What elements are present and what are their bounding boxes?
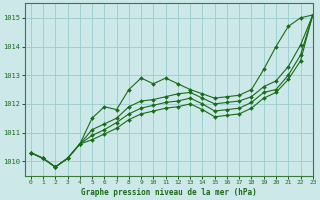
X-axis label: Graphe pression niveau de la mer (hPa): Graphe pression niveau de la mer (hPa)	[81, 188, 257, 197]
